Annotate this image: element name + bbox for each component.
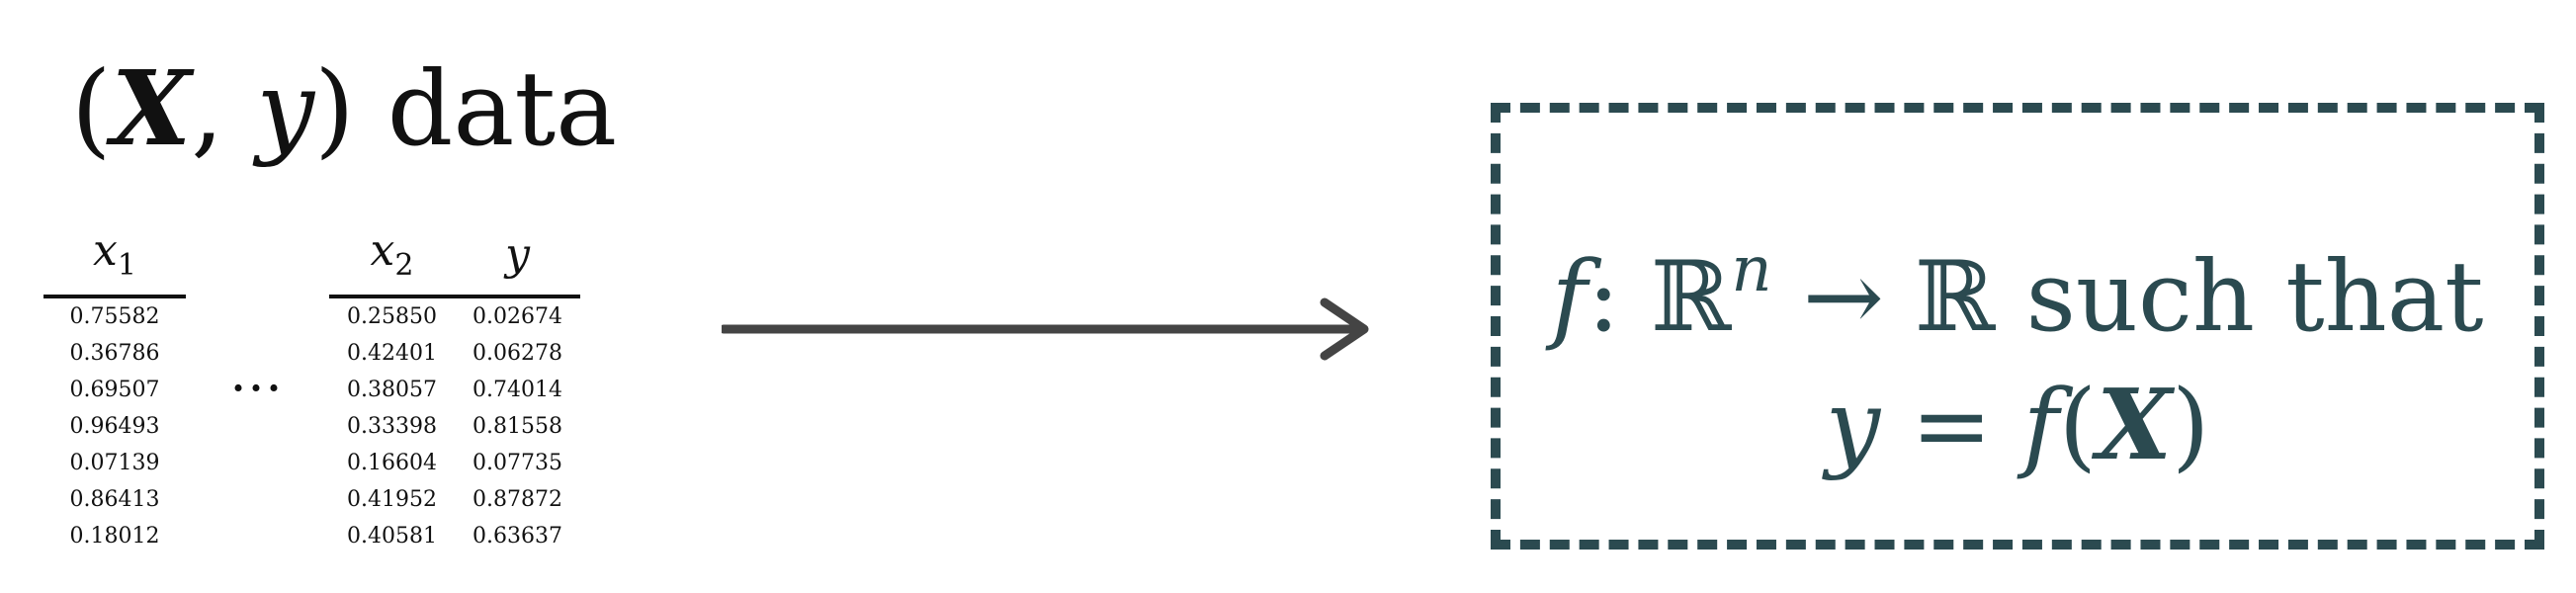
x1-cell: 0.96493: [69, 413, 160, 439]
such-that-text: such that: [1995, 241, 2484, 354]
table-row: 0.86413: [43, 481, 186, 518]
x2-cell: 0.25850: [347, 303, 437, 329]
eq-matrix-x: X: [2097, 369, 2173, 482]
header-x1: x1: [43, 229, 186, 298]
table-row: 0.69507: [43, 372, 186, 408]
table-row: 0.25850 0.02674: [329, 296, 580, 335]
y-cell: 0.02674: [472, 303, 562, 329]
eq-open-paren: (: [2058, 370, 2098, 482]
eq-equals: =: [1880, 370, 2023, 482]
x1-cell: 0.69507: [69, 377, 160, 402]
function-f: f: [1551, 241, 1588, 354]
table-row: 0.33398 0.81558: [329, 408, 580, 445]
function-equation: y = f(X): [1501, 378, 2534, 475]
columns-ellipsis: …: [229, 341, 285, 403]
title-matrix-x: X: [111, 47, 192, 169]
title-target-y: y: [256, 48, 315, 169]
table-row: 0.42401 0.06278: [329, 335, 580, 372]
table-row: 0.38057 0.74014: [329, 372, 580, 408]
title-close-paren: ): [314, 48, 355, 169]
eq-f: f: [2022, 370, 2059, 482]
y-cell: 0.63637: [472, 523, 562, 549]
table-row: 0.18012: [43, 518, 186, 554]
table-row: 0.96493: [43, 408, 186, 445]
y-cell: 0.07735: [472, 450, 562, 475]
data-table-x1: x1 0.75582 0.36786 0.69507 0.96493 0.07139 0.…: [43, 229, 186, 554]
x2-cell: 0.33398: [347, 413, 437, 439]
header-y: y: [455, 229, 580, 298]
data-title: (X, y) data: [71, 57, 617, 161]
title-word-data: data: [354, 48, 618, 169]
x2-cell: 0.16604: [347, 450, 437, 475]
eq-y: y: [1825, 370, 1881, 482]
x2-cell: 0.38057: [347, 377, 437, 402]
codomain-reals: ℝ: [1915, 241, 1996, 354]
data-table-x2-y: x2 y 0.25850 0.02674 0.42401 0.06278 0.38057…: [329, 229, 580, 554]
table-row: 0.36786: [43, 335, 186, 372]
result-function-box: f: ℝn → ℝ such that y = f(X): [1491, 103, 2544, 550]
domain-exponent: n: [1731, 233, 1772, 306]
colon: :: [1587, 241, 1651, 354]
x1-cell: 0.75582: [69, 303, 160, 329]
y-cell: 0.06278: [472, 340, 562, 366]
x2-cell: 0.42401: [347, 340, 437, 366]
table-x2-y-body: 0.25850 0.02674 0.42401 0.06278 0.38057 0.740…: [329, 296, 580, 554]
eq-close-paren: ): [2172, 370, 2210, 482]
table-x1-body: 0.75582 0.36786 0.69507 0.96493 0.07139 0.864…: [43, 296, 186, 554]
table-row: 0.41952 0.87872: [329, 481, 580, 518]
x1-cell: 0.86413: [69, 486, 160, 512]
domain-reals: ℝ: [1650, 241, 1732, 354]
x1-cell: 0.07139: [69, 450, 160, 475]
x2-cell: 0.41952: [347, 486, 437, 512]
table-row: 0.07139: [43, 445, 186, 481]
table-row: 0.75582: [43, 296, 186, 335]
table-row: 0.16604 0.07735: [329, 445, 580, 481]
header-x2: x2: [329, 229, 455, 298]
y-cell: 0.74014: [472, 377, 562, 402]
maps-to-arrow: →: [1771, 241, 1916, 354]
y-cell: 0.87872: [472, 486, 562, 512]
x2-cell: 0.40581: [347, 523, 437, 549]
x1-cell: 0.36786: [69, 340, 160, 366]
table-row: 0.40581 0.63637: [329, 518, 580, 554]
title-open-paren: (: [71, 48, 112, 169]
title-comma: ,: [191, 48, 257, 169]
y-cell: 0.81558: [472, 413, 562, 439]
function-signature: f: ℝn → ℝ such that: [1501, 238, 2534, 346]
right-arrow-icon: [722, 297, 1369, 361]
x1-cell: 0.18012: [69, 523, 160, 549]
